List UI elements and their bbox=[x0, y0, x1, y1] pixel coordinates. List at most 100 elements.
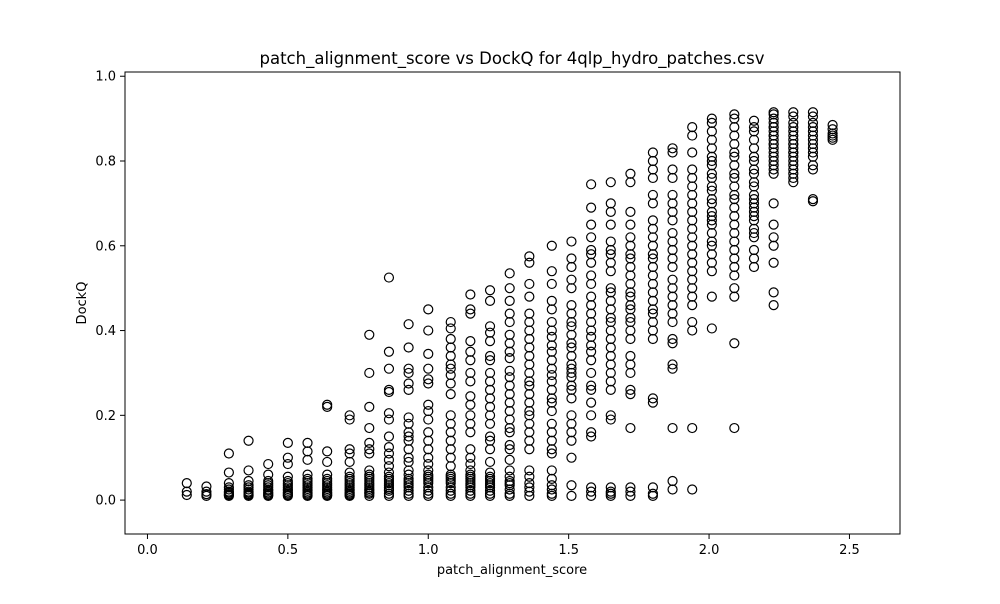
data-point bbox=[504, 444, 515, 455]
data-point bbox=[768, 168, 779, 179]
y-tick-label: 0.6 bbox=[95, 239, 116, 254]
data-point bbox=[403, 412, 414, 423]
data-point bbox=[788, 107, 799, 118]
data-point bbox=[524, 251, 535, 262]
x-tick-label: 2.5 bbox=[839, 543, 860, 558]
data-point bbox=[546, 448, 557, 459]
data-point bbox=[423, 325, 434, 336]
data-point bbox=[524, 465, 535, 476]
x-tick-label: 1.5 bbox=[558, 543, 579, 558]
data-point bbox=[403, 452, 414, 463]
data-point bbox=[667, 316, 678, 328]
data-point bbox=[729, 422, 740, 434]
y-tick-label: 0.2 bbox=[95, 409, 116, 424]
data-point bbox=[667, 215, 678, 226]
data-point bbox=[566, 452, 577, 463]
data-point bbox=[504, 439, 515, 451]
data-point bbox=[748, 211, 760, 222]
data-point bbox=[605, 266, 616, 277]
data-point bbox=[667, 359, 678, 370]
data-point bbox=[768, 257, 779, 268]
data-point bbox=[344, 444, 355, 455]
data-point bbox=[546, 490, 557, 501]
data-point bbox=[322, 456, 333, 468]
data-point bbox=[605, 219, 616, 230]
y-tick-label: 0.4 bbox=[95, 324, 116, 339]
data-point bbox=[383, 272, 395, 283]
data-point bbox=[403, 485, 414, 496]
data-point bbox=[706, 181, 717, 192]
data-point bbox=[546, 304, 557, 315]
data-point bbox=[423, 363, 434, 374]
data-point bbox=[465, 289, 476, 300]
data-point bbox=[504, 427, 515, 438]
data-point bbox=[504, 283, 515, 294]
data-point bbox=[605, 177, 616, 188]
data-point bbox=[788, 172, 799, 184]
data-point bbox=[706, 215, 717, 226]
data-point bbox=[605, 490, 616, 501]
data-point bbox=[647, 393, 659, 404]
data-point bbox=[566, 236, 577, 247]
data-point bbox=[625, 312, 636, 323]
data-point bbox=[243, 465, 254, 476]
data-point bbox=[605, 206, 616, 217]
data-point bbox=[586, 325, 597, 336]
data-point bbox=[364, 437, 375, 448]
data-point bbox=[827, 134, 838, 145]
data-point bbox=[667, 147, 678, 158]
data-point bbox=[807, 107, 819, 118]
data-point bbox=[364, 401, 375, 412]
data-point bbox=[706, 323, 717, 334]
data-point bbox=[706, 168, 717, 179]
data-point bbox=[383, 461, 395, 472]
data-point bbox=[706, 236, 717, 247]
data-point bbox=[586, 202, 597, 213]
data-point bbox=[524, 444, 535, 455]
data-point bbox=[768, 219, 779, 230]
data-point bbox=[667, 333, 678, 345]
data-point bbox=[423, 414, 434, 425]
data-point bbox=[364, 444, 375, 455]
data-point bbox=[423, 452, 434, 463]
data-point bbox=[484, 285, 496, 296]
data-point bbox=[729, 270, 740, 281]
data-point bbox=[322, 490, 333, 501]
data-point bbox=[484, 336, 496, 347]
data-point bbox=[223, 467, 234, 478]
data-point bbox=[586, 179, 597, 190]
plot-frame bbox=[124, 71, 901, 535]
data-point bbox=[667, 422, 678, 434]
data-point bbox=[586, 384, 597, 395]
data-point bbox=[546, 393, 557, 404]
data-point bbox=[344, 490, 355, 501]
data-point bbox=[687, 484, 698, 495]
data-point bbox=[322, 401, 333, 412]
data-point bbox=[625, 367, 636, 379]
chart-title: patch_alignment_score vs DockQ for 4qlp_… bbox=[260, 49, 765, 69]
data-point bbox=[647, 490, 659, 501]
data-point bbox=[504, 454, 515, 465]
data-point bbox=[566, 261, 577, 273]
data-point bbox=[625, 219, 636, 230]
data-point bbox=[403, 363, 414, 374]
data-point bbox=[504, 268, 515, 279]
data-point bbox=[667, 143, 678, 154]
data-point bbox=[445, 485, 456, 496]
data-point bbox=[344, 456, 355, 468]
data-point bbox=[504, 465, 515, 476]
data-point bbox=[729, 109, 740, 120]
data-point bbox=[748, 164, 760, 175]
data-point bbox=[344, 414, 355, 425]
data-point bbox=[586, 431, 597, 442]
data-point bbox=[445, 323, 456, 334]
data-point bbox=[586, 397, 597, 408]
data-point bbox=[748, 121, 760, 133]
data-point bbox=[403, 384, 414, 395]
data-point bbox=[706, 291, 717, 302]
data-point bbox=[625, 206, 636, 217]
data-point bbox=[687, 422, 698, 434]
data-point bbox=[302, 454, 313, 465]
data-point bbox=[364, 422, 375, 434]
